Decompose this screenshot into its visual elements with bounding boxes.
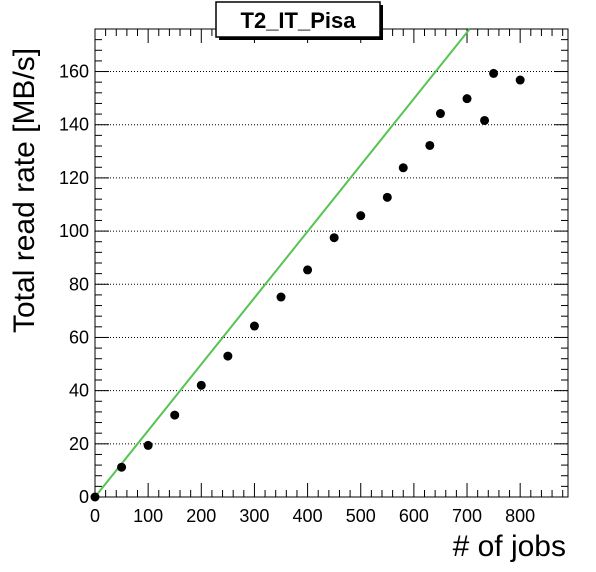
title-box-frame bbox=[215, 1, 381, 38]
y-tick-label: 20 bbox=[69, 434, 89, 454]
x-tick-label: 0 bbox=[90, 506, 100, 526]
data-point bbox=[170, 410, 180, 420]
data-point bbox=[117, 462, 127, 472]
data-point bbox=[515, 75, 525, 85]
y-tick-label: 80 bbox=[69, 274, 89, 294]
data-point bbox=[480, 115, 490, 125]
x-tick-label: 500 bbox=[346, 506, 376, 526]
chart-title-box: T2_IT_Pisa bbox=[215, 1, 383, 40]
data-point bbox=[382, 192, 392, 202]
x-tick-label: 400 bbox=[293, 506, 323, 526]
x-tick-label: 800 bbox=[505, 506, 535, 526]
axis-layer bbox=[94, 28, 569, 498]
x-axis-title: # of jobs bbox=[453, 530, 566, 563]
x-tick-label: 300 bbox=[239, 506, 269, 526]
data-point-layer bbox=[90, 68, 525, 502]
x-tick-label: 100 bbox=[133, 506, 163, 526]
reference-line-layer bbox=[94, 28, 471, 498]
x-tick-label: 700 bbox=[452, 506, 482, 526]
reference-line bbox=[94, 28, 471, 498]
y-tick-label: 160 bbox=[59, 62, 89, 82]
data-point bbox=[462, 94, 472, 104]
data-point bbox=[489, 68, 499, 78]
data-point bbox=[249, 321, 259, 331]
data-point bbox=[303, 265, 313, 275]
y-tick-label: 40 bbox=[69, 381, 89, 401]
y-tick-label: 100 bbox=[59, 221, 89, 241]
data-point bbox=[435, 109, 445, 119]
y-tick-label: 120 bbox=[59, 168, 89, 188]
grid-layer bbox=[95, 71, 568, 445]
data-point bbox=[143, 440, 153, 450]
data-point bbox=[196, 380, 206, 390]
x-tick-label: 600 bbox=[399, 506, 429, 526]
x-tick-label: 200 bbox=[186, 506, 216, 526]
data-point bbox=[90, 492, 100, 502]
y-tick-label: 0 bbox=[79, 487, 89, 507]
y-tick-label: 140 bbox=[59, 115, 89, 135]
y-axis-title: Total read rate [MB/s] bbox=[8, 48, 41, 333]
data-point bbox=[276, 292, 286, 302]
data-point bbox=[425, 140, 435, 150]
tick-label-layer: 0 100 200 300 400 500 600 700 800 0 20 40 60 80 100 120… bbox=[59, 62, 535, 526]
data-point bbox=[329, 233, 339, 243]
data-point bbox=[223, 351, 233, 361]
y-tick-label: 60 bbox=[69, 327, 89, 347]
data-point bbox=[398, 163, 408, 173]
chart-title: T2_IT_Pisa bbox=[241, 8, 357, 33]
data-point bbox=[356, 211, 366, 221]
